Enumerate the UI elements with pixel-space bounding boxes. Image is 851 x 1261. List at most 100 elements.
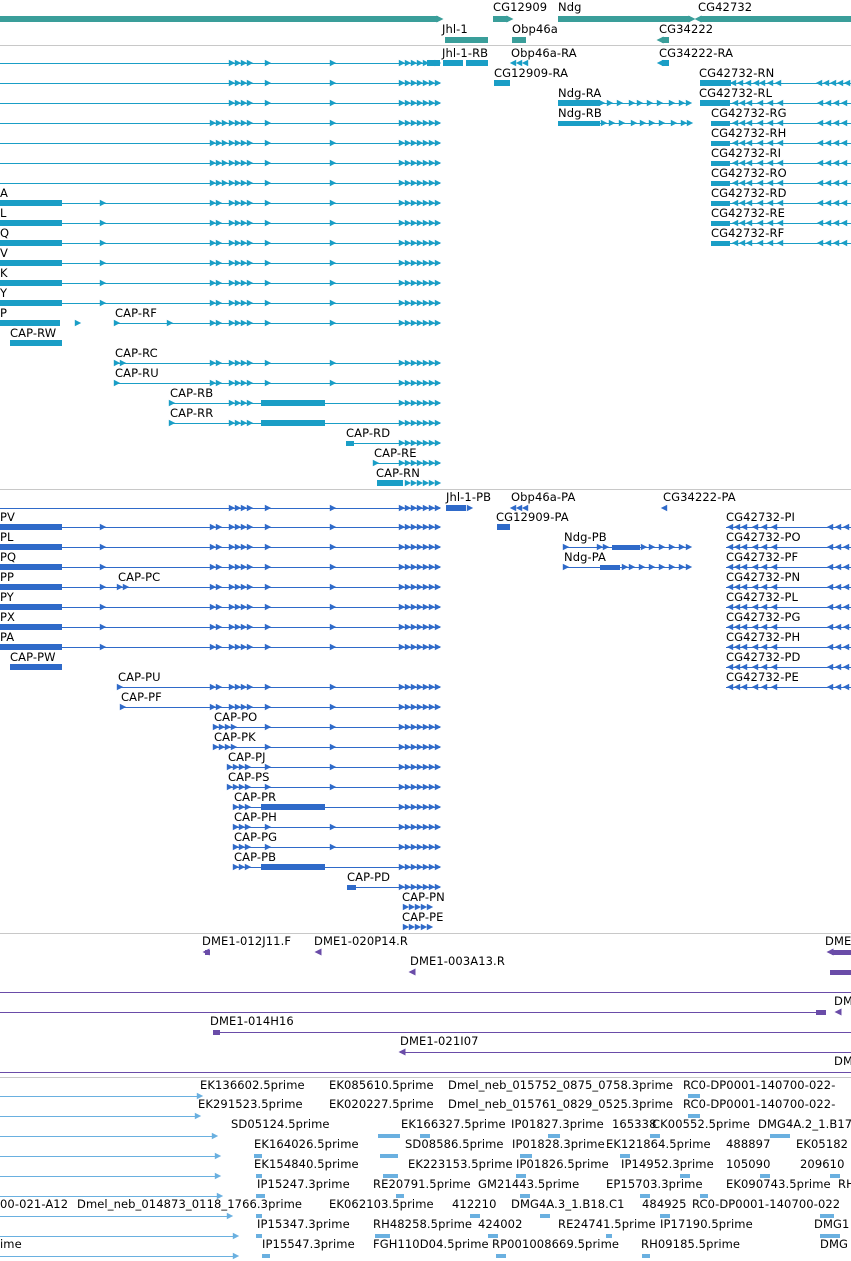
feature-label-sd05124-5prime[interactable]: SD05124.5prime bbox=[231, 1117, 330, 1131]
feature-label-y[interactable]: Y bbox=[0, 286, 8, 300]
feature-label-cap-ph[interactable]: CAP-PH bbox=[234, 810, 277, 824]
est-alignment-block[interactable] bbox=[760, 1174, 770, 1178]
exon-block[interactable] bbox=[377, 480, 403, 486]
feature-label-pa[interactable]: PA bbox=[0, 630, 15, 644]
exon-block[interactable] bbox=[0, 220, 62, 226]
feature-label-ek121864-5prime[interactable]: EK121864.5prime bbox=[606, 1137, 711, 1151]
feature-label-cg42732-ri[interactable]: CG42732-RI bbox=[711, 146, 782, 160]
feature-label-ndg[interactable]: Ndg bbox=[558, 0, 582, 14]
feature-label-cap-rr[interactable]: CAP-RR bbox=[170, 406, 214, 420]
exon-block[interactable] bbox=[711, 220, 730, 226]
feature-label-cap-pf[interactable]: CAP-PF bbox=[121, 690, 162, 704]
feature-label-cg42732[interactable]: CG42732 bbox=[698, 0, 753, 14]
est-alignment-block[interactable] bbox=[256, 1234, 262, 1238]
feature-label-ck00552-5prime[interactable]: CK00552.5prime bbox=[652, 1117, 751, 1131]
exon-block[interactable] bbox=[446, 505, 466, 511]
feature-label-cap-rd[interactable]: CAP-RD bbox=[346, 426, 391, 440]
est-alignment-block[interactable] bbox=[262, 1254, 270, 1258]
feature-label-cg42732-rg[interactable]: CG42732-RG bbox=[711, 106, 787, 120]
feature-label-cap-pb[interactable]: CAP-PB bbox=[234, 850, 277, 864]
feature-label-ip17190-5prime[interactable]: IP17190.5prime bbox=[660, 1217, 753, 1231]
feature-label-rc0-dp0001-140700-022[interactable]: RC0-DP0001-140700-022- bbox=[683, 1078, 836, 1092]
feature-label-cap-ps[interactable]: CAP-PS bbox=[228, 770, 270, 784]
exon-block[interactable] bbox=[0, 300, 62, 306]
est-alignment-block[interactable] bbox=[488, 1234, 498, 1238]
est-alignment-block[interactable] bbox=[540, 1214, 550, 1218]
exon-block[interactable] bbox=[261, 804, 325, 810]
est-alignment-block[interactable] bbox=[396, 1194, 404, 1198]
exon-block[interactable] bbox=[346, 440, 354, 446]
feature-label-dme1-012j11-f[interactable]: DME1-012J11.F bbox=[202, 934, 292, 948]
feature-label-ek164026-5prime[interactable]: EK164026.5prime bbox=[254, 1137, 359, 1151]
feature-label-jhl-1-rb[interactable]: Jhl-1-RB bbox=[442, 46, 489, 60]
feature-label-k[interactable]: K bbox=[0, 266, 8, 280]
feature-label-dmel-neb-014873-0118-1766-3prime[interactable]: Dmel_neb_014873_0118_1766.3prime bbox=[77, 1197, 303, 1211]
feature-label-cg42732-ro[interactable]: CG42732-RO bbox=[711, 166, 787, 180]
exon-block[interactable] bbox=[0, 624, 62, 630]
feature-label-p[interactable]: P bbox=[0, 306, 8, 320]
est-alignment-block[interactable] bbox=[256, 1194, 265, 1198]
feature-label-dm[interactable]: DM bbox=[834, 1054, 851, 1068]
est-alignment-block[interactable] bbox=[380, 1154, 398, 1158]
feature-label-cap-ru[interactable]: CAP-RU bbox=[115, 366, 159, 380]
feature-label-cg34222[interactable]: CG34222 bbox=[659, 22, 714, 36]
feature-label-165338[interactable]: 165338 bbox=[612, 1117, 657, 1131]
est-alignment-block[interactable] bbox=[520, 1154, 532, 1158]
feature-label-ndg-pb[interactable]: Ndg-PB bbox=[564, 530, 607, 544]
feature-label-412210[interactable]: 412210 bbox=[452, 1197, 497, 1211]
feature-label-jhl-1-pb[interactable]: Jhl-1-PB bbox=[446, 490, 492, 504]
feature-label-cg42732-pi[interactable]: CG42732-PI bbox=[726, 510, 796, 524]
feature-label-obp46a-pa[interactable]: Obp46a-PA bbox=[511, 490, 576, 504]
est-alignment-block[interactable] bbox=[516, 1174, 526, 1178]
exon-block[interactable] bbox=[700, 100, 730, 106]
feature-label-ip15247-3prime[interactable]: IP15247.3prime bbox=[257, 1177, 350, 1191]
exon-block[interactable] bbox=[830, 969, 851, 975]
feature-label-cap-pe[interactable]: CAP-PE bbox=[402, 910, 444, 924]
feature-label-cap-re[interactable]: CAP-RE bbox=[374, 446, 417, 460]
feature-label-fgh110d04-5prime[interactable]: FGH110D04.5prime bbox=[373, 1237, 489, 1251]
feature-label-cg42732-po[interactable]: CG42732-PO bbox=[726, 530, 801, 544]
feature-label-l[interactable]: L bbox=[0, 206, 7, 220]
feature-label-dme1-020p14-r[interactable]: DME1-020P14.R bbox=[314, 934, 408, 948]
exon-block[interactable] bbox=[662, 60, 669, 66]
feature-label-dme[interactable]: DME bbox=[825, 934, 851, 948]
feature-label-py[interactable]: PY bbox=[0, 590, 14, 604]
feature-label-cg42732-pg[interactable]: CG42732-PG bbox=[726, 610, 801, 624]
exon-block[interactable] bbox=[213, 1029, 220, 1035]
feature-label-cap-rb[interactable]: CAP-RB bbox=[170, 386, 214, 400]
feature-label-ime[interactable]: ime bbox=[0, 1237, 22, 1251]
feature-label-cg42732-pn[interactable]: CG42732-PN bbox=[726, 570, 801, 584]
feature-label-dmg[interactable]: DMG bbox=[820, 1237, 848, 1251]
feature-label-ek090743-5prime[interactable]: EK090743.5prime bbox=[726, 1177, 831, 1191]
exon-block[interactable] bbox=[261, 420, 325, 426]
est-alignment-block[interactable] bbox=[660, 1214, 670, 1218]
est-alignment-block[interactable] bbox=[620, 1154, 630, 1158]
feature-label-obp46a[interactable]: Obp46a bbox=[512, 22, 558, 36]
feature-label-cg42732-pf[interactable]: CG42732-PF bbox=[726, 550, 799, 564]
feature-label-ndg-pa[interactable]: Ndg-PA bbox=[564, 550, 607, 564]
exon-block[interactable] bbox=[0, 644, 62, 650]
est-alignment-block[interactable] bbox=[688, 1094, 700, 1098]
exon-block[interactable] bbox=[347, 884, 356, 890]
feature-label-sd08586-5prime[interactable]: SD08586.5prime bbox=[405, 1137, 504, 1151]
feature-label-00-021-a12[interactable]: 00-021-A12 bbox=[0, 1197, 69, 1211]
feature-label-cap-pk[interactable]: CAP-PK bbox=[214, 730, 256, 744]
feature-label-rh09185-5prime[interactable]: RH09185.5prime bbox=[641, 1237, 741, 1251]
feature-label-cg42732-ph[interactable]: CG42732-PH bbox=[726, 630, 801, 644]
feature-label-cg42732-pd[interactable]: CG42732-PD bbox=[726, 650, 801, 664]
exon-block[interactable] bbox=[427, 60, 440, 66]
est-alignment-block[interactable] bbox=[383, 1174, 398, 1178]
exon-block[interactable] bbox=[600, 564, 620, 570]
feature-label-cg42732-re[interactable]: CG42732-RE bbox=[711, 206, 785, 220]
exon-block[interactable] bbox=[0, 584, 62, 590]
feature-label-pq[interactable]: PQ bbox=[0, 550, 17, 564]
est-alignment-block[interactable] bbox=[700, 1194, 708, 1198]
feature-label-ip01827-3prime[interactable]: IP01827.3prime bbox=[511, 1117, 604, 1131]
feature-label-dme1-014h16[interactable]: DME1-014H16 bbox=[210, 1014, 294, 1028]
feature-label-cap-pj[interactable]: CAP-PJ bbox=[228, 750, 266, 764]
est-alignment-block[interactable] bbox=[470, 1214, 480, 1218]
exon-block[interactable] bbox=[832, 949, 851, 955]
feature-label-cg12909-pa[interactable]: CG12909-PA bbox=[496, 510, 569, 524]
est-alignment-block[interactable] bbox=[548, 1134, 560, 1138]
feature-label-obp46a-ra[interactable]: Obp46a-RA bbox=[511, 46, 577, 60]
